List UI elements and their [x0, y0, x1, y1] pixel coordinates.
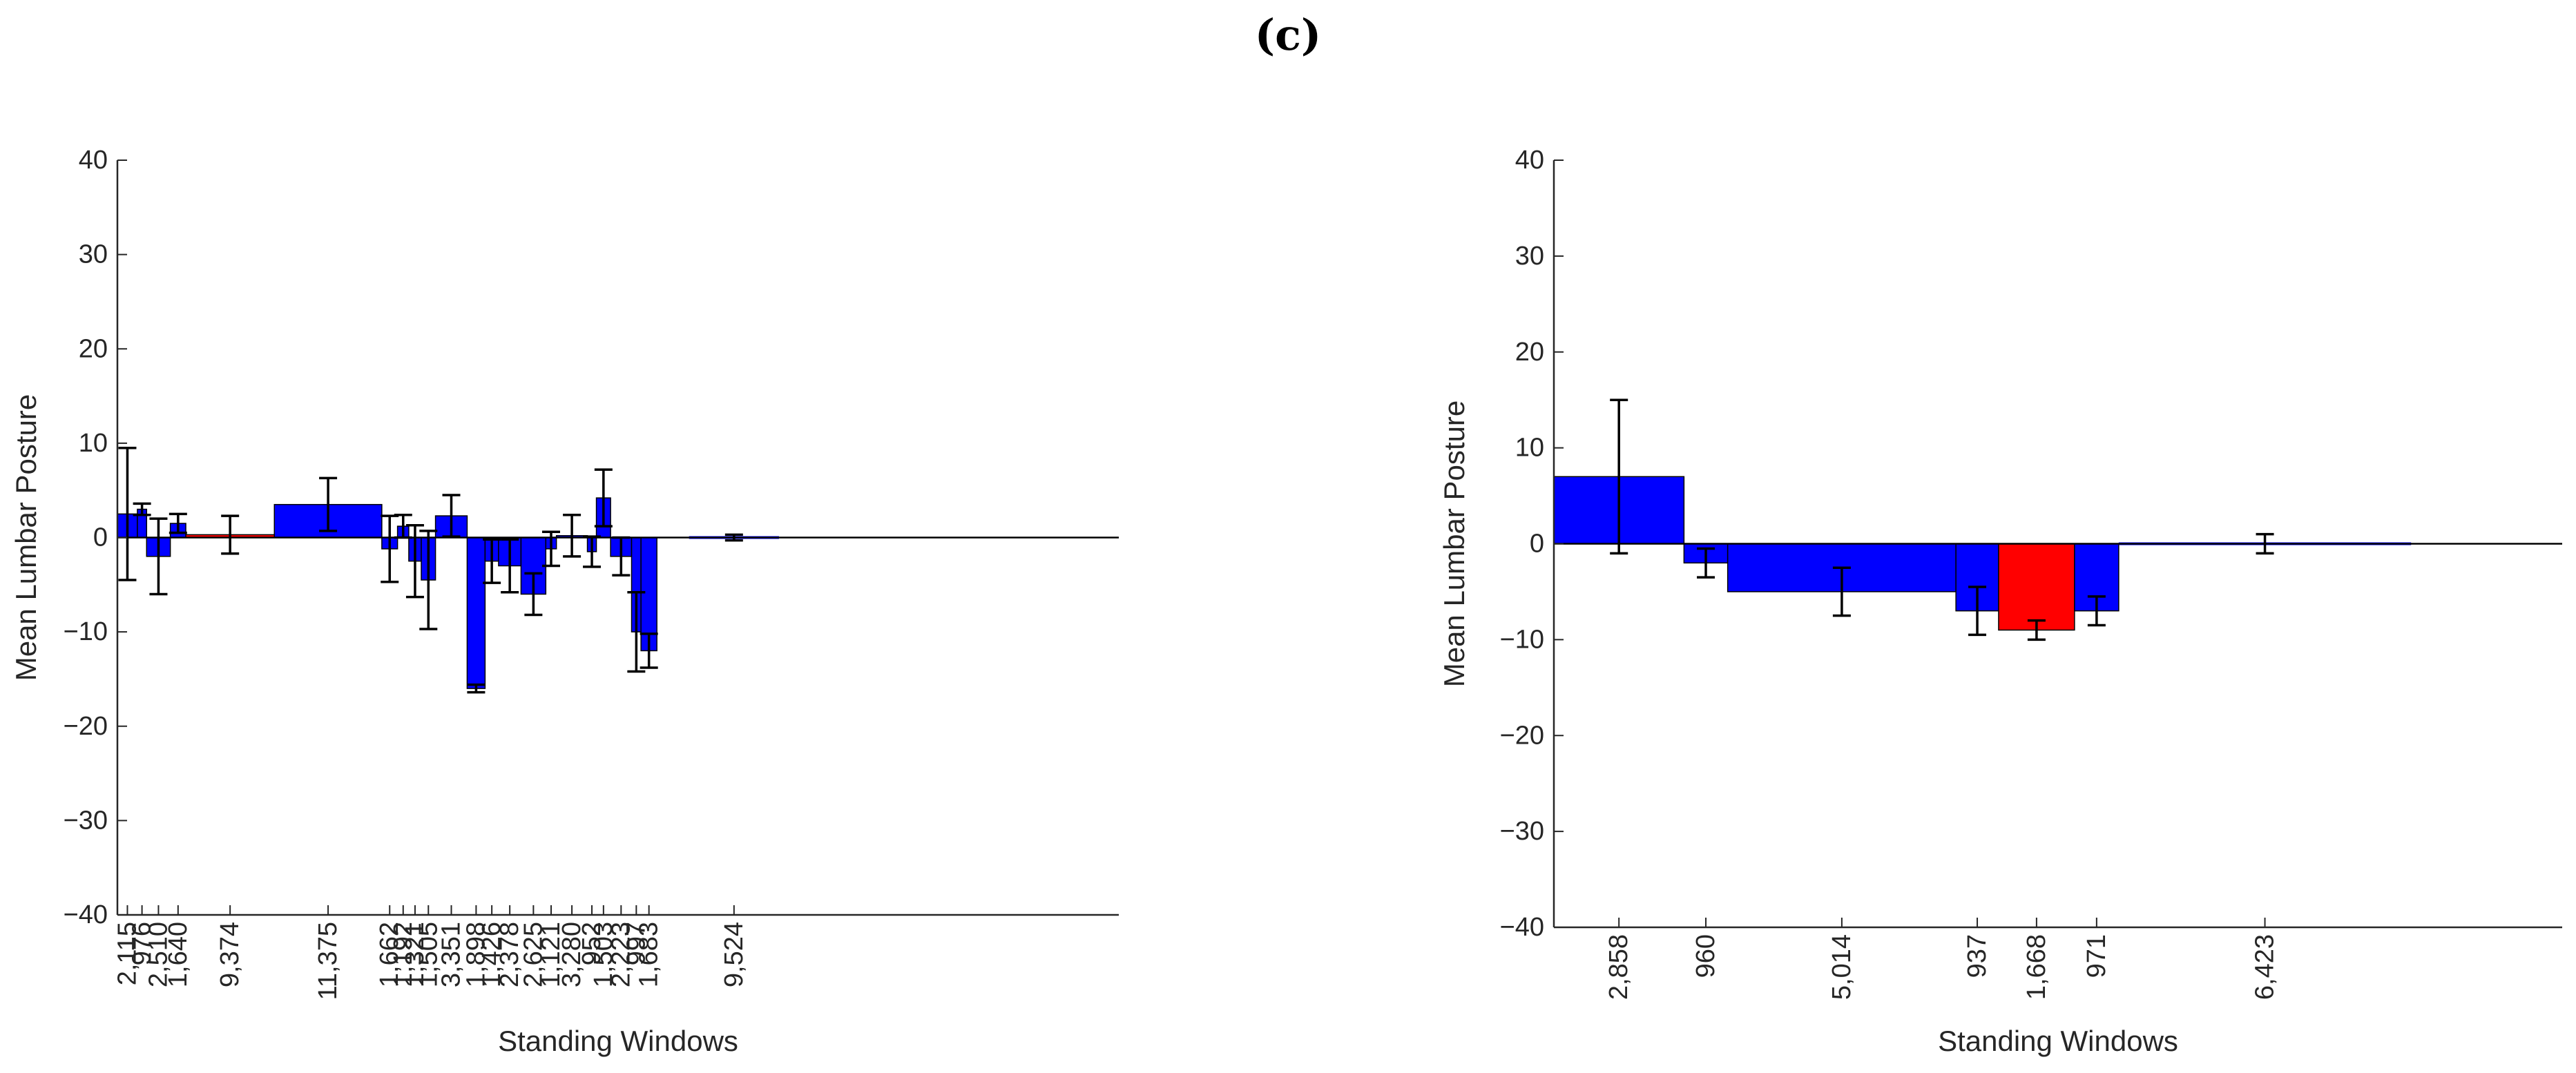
error-bar [1968, 586, 1987, 637]
x-tick-label: 1,505 [414, 922, 443, 987]
right-chart-x-ticks: 2,858 960 5,014 937 1,668 971 6,423 [1604, 918, 2280, 1000]
x-tick-label: 2,115 [113, 922, 142, 985]
x-tick-label: 2,858 [1604, 934, 1633, 1000]
x-tick-label: 1,640 [164, 922, 193, 987]
error-bar [1610, 398, 1628, 555]
bar [466, 536, 486, 689]
x-tick-label: 11,375 [314, 922, 343, 1000]
error-bar [524, 572, 543, 617]
x-tick-label: 952 [577, 922, 606, 965]
y-tick-label: −40 [64, 900, 108, 929]
error-bar [563, 513, 581, 558]
x-tick-label: 6,423 [2251, 934, 2280, 1000]
left-chart-y-ticks: 40 30 20 10 0 −10 −20 −30 −40 [64, 146, 127, 929]
x-tick-label: 1,662 [375, 922, 404, 987]
error-bar [221, 514, 240, 555]
y-tick-label: 40 [79, 146, 108, 175]
x-tick-label: 9,524 [720, 922, 749, 987]
x-tick-label: 1,683 [635, 922, 664, 987]
y-tick-label: 0 [1530, 530, 1544, 559]
y-tick-label: 20 [79, 334, 108, 363]
x-tick-label: 960 [1691, 934, 1720, 978]
error-bar [419, 530, 438, 630]
error-bar [118, 446, 137, 581]
x-tick-label: 2,625 [519, 922, 548, 987]
y-tick-label: −30 [1500, 817, 1544, 846]
right-bar-chart: 40 30 20 10 0 −10 −20 −30 −40 2,858 960 5,014 937 1,… [1438, 146, 2562, 1057]
x-tick-label: 9,374 [215, 922, 244, 987]
x-tick-label: 997 [622, 922, 651, 965]
x-tick-label: 5,014 [1827, 934, 1856, 1000]
error-bar [1697, 547, 1715, 579]
error-bar [442, 494, 461, 538]
y-tick-label: 40 [1515, 146, 1544, 175]
y-tick-label: 30 [79, 240, 108, 269]
left-chart-y-axis-title: Mean Lumbar Posture [10, 394, 42, 682]
error-bar [467, 683, 486, 694]
y-tick-label: 10 [1515, 434, 1544, 463]
y-tick-label: −20 [1500, 721, 1544, 750]
right-chart-y-axis-title: Mean Lumbar Posture [1438, 400, 1470, 688]
x-tick-label: 1,192 [389, 922, 418, 987]
x-tick-label: 1,898 [461, 922, 490, 987]
error-bar [501, 538, 519, 594]
x-tick-label: 1,321 [401, 922, 430, 987]
y-tick-label: 0 [93, 523, 108, 552]
y-tick-label: 10 [79, 429, 108, 458]
x-tick-label: 971 [2082, 934, 2111, 978]
y-tick-label: −10 [1500, 625, 1544, 654]
error-bar [627, 590, 646, 673]
error-bar [133, 502, 151, 516]
right-chart-x-axis-title: Standing Windows [1938, 1025, 2178, 1057]
error-bar [1832, 566, 1851, 617]
x-tick-label: 1,426 [477, 922, 506, 987]
error-bar [583, 535, 602, 568]
error-bar [483, 538, 501, 584]
y-tick-label: −30 [64, 806, 108, 835]
error-bar [2087, 595, 2106, 627]
x-tick-label: 2,510 [144, 922, 173, 987]
panel-label: (c) [1254, 10, 1322, 60]
left-bar-chart: 40 30 20 10 0 −10 −20 −30 −40 2,1159762,5101,640… [10, 146, 1119, 1057]
error-bar [149, 517, 168, 596]
right-chart-y-ticks: 40 30 20 10 0 −10 −20 −30 −40 [1500, 146, 1564, 942]
left-chart-error-bars [118, 446, 743, 694]
error-bar [640, 632, 658, 669]
error-bar [2027, 619, 2046, 641]
right-chart-error-bars [1610, 398, 2274, 641]
x-tick-label: 976 [128, 922, 157, 965]
x-tick-label: 1,121 [537, 922, 566, 987]
x-tick-label: 937 [1963, 934, 1992, 978]
y-tick-label: −10 [64, 617, 108, 646]
y-tick-label: 30 [1515, 242, 1544, 271]
x-tick-label: 1,668 [2022, 934, 2051, 1000]
x-tick-label: 2,223 [606, 922, 635, 987]
y-tick-label: 20 [1515, 338, 1544, 367]
right-chart-bars [1553, 476, 2412, 631]
left-chart-bars [117, 497, 779, 689]
left-chart-x-axis-title: Standing Windows [498, 1025, 738, 1057]
y-tick-label: −40 [1500, 913, 1544, 942]
error-bar [594, 468, 613, 528]
y-tick-label: −20 [64, 712, 108, 741]
x-tick-label: 3,351 [436, 922, 465, 987]
x-tick-label: 1,503 [589, 922, 618, 987]
error-bar [319, 476, 338, 532]
x-tick-label: 3,280 [557, 922, 586, 987]
x-tick-label: 2,378 [495, 922, 524, 987]
bar [1998, 543, 2075, 631]
error-bar [169, 512, 187, 534]
